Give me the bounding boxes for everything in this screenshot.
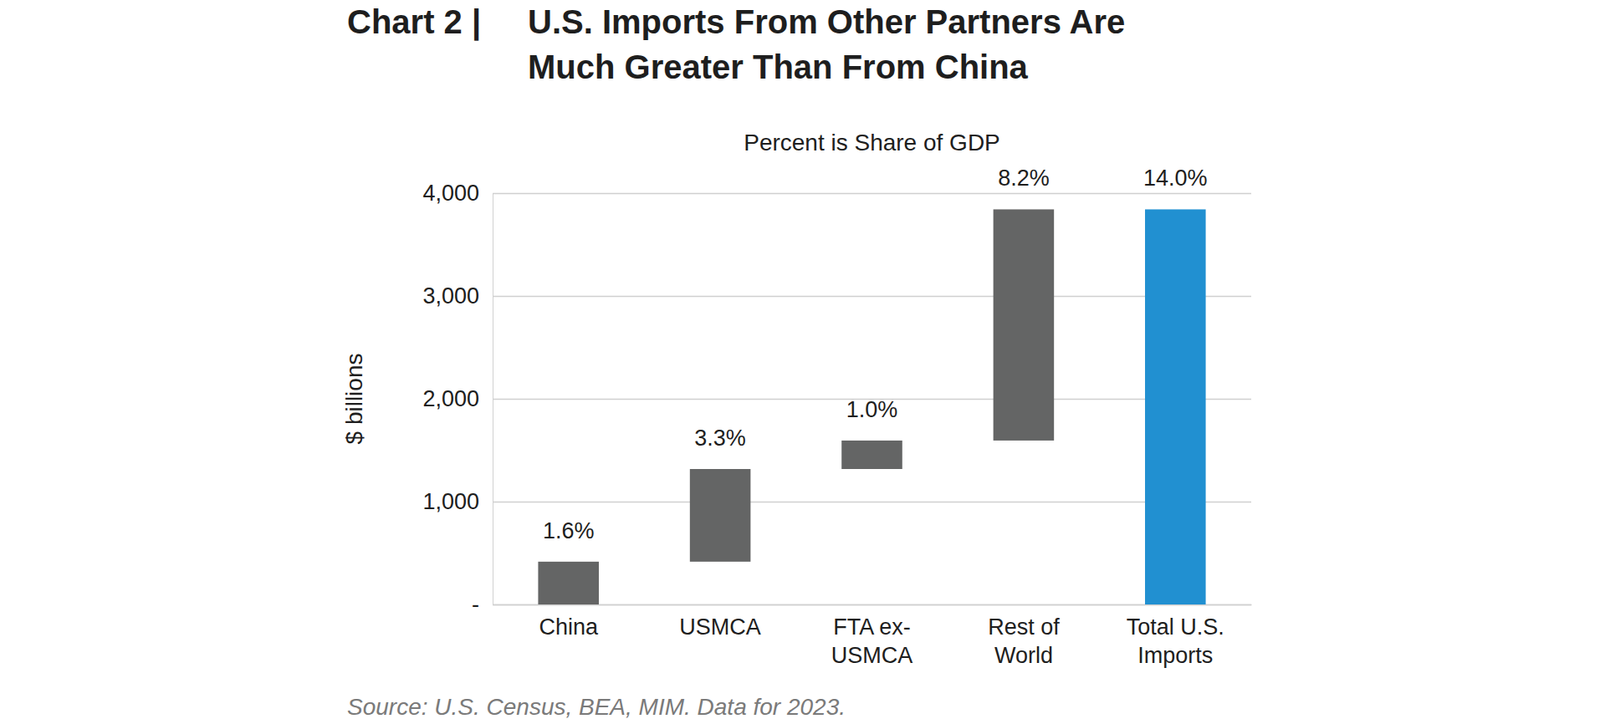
grid-line [492,604,1252,607]
x-axis: China USMCA FTA ex-USMCA Rest ofWorld Total … [493,604,1253,669]
x-axis-line [493,604,1253,607]
x-tick-label: China [538,614,599,640]
grid-line [492,296,1252,298]
subtitle: Percent is Share of GDP [743,129,1001,156]
y-tick-label: - [471,592,480,618]
gdp-share-labels: 1.6% 3.3% 1.0% 8.2% 14.0% [542,165,1208,543]
x-tick: Total U.S.Imports [1126,604,1225,669]
title: U.S. Imports From Other Partners Are [527,3,1125,41]
y-tick: 1,000 [422,489,1252,515]
x-tick-label: Rest ofWorld [987,614,1060,669]
y-tick-label: 2,000 [422,386,480,412]
x-tick-label: Total U.S.Imports [1126,614,1225,669]
x-tick: FTA ex-USMCA [831,604,914,669]
source: Source: U.S. Census, BEA, MIM. Data for … [347,694,846,721]
chart: Chart 2 | U.S. Imports From Other Partne… [0,0,1600,724]
y-tick: 3,000 [422,283,1252,309]
bar [690,469,752,563]
bars [537,209,1206,605]
gdp-share-label: 1.6% [542,518,595,544]
gdp-share-label: 3.3% [694,425,747,451]
bar [993,209,1055,441]
x-tick-label: FTA ex-USMCA [831,614,914,669]
bar [537,562,599,605]
bar [841,440,903,470]
y-tick: 2,000 [422,386,1252,412]
y-tick-label: 4,000 [422,180,480,206]
title-group: Chart 2 | U.S. Imports From Other Partne… [347,3,1125,86]
y-tick-label: 1,000 [422,489,480,515]
y-axis-line [493,194,1253,606]
gdp-share-label: 14.0% [1143,165,1208,191]
y-axis-title: $ billions [341,353,368,445]
y-tick-label: 3,000 [422,283,480,309]
y-tick: 4,000 [422,180,1252,206]
title: Much Greater Than From China [527,48,1029,86]
grid-line [492,193,1252,195]
gdp-share-label: 1.0% [846,397,899,423]
gdp-share-label: 8.2% [997,165,1050,191]
x-tick-label: USMCA [679,614,762,640]
grid-line [492,501,1252,504]
x-tick: USMCA [679,604,762,640]
x-tick: China [538,604,599,640]
y-axis: - 1,000 2,000 3,000 4,000 [422,180,1252,618]
title-prefix: Chart 2 | [347,3,491,41]
bar [1145,209,1207,605]
x-tick: Rest ofWorld [987,604,1060,669]
